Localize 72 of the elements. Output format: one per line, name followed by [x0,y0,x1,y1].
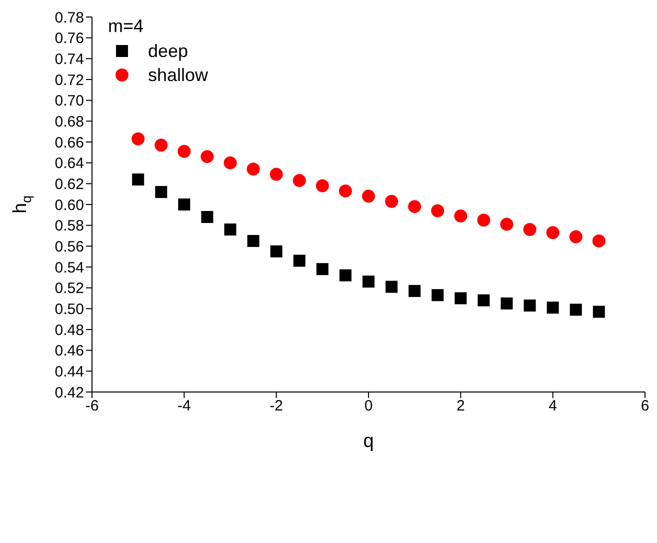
y-tick-label: 0.48 [54,322,84,339]
point [523,223,536,236]
y-tick-label: 0.72 [54,72,84,89]
point [338,184,352,198]
y-tick-label: 0.66 [54,134,84,152]
y-tick-label: 0.70 [54,92,84,110]
point [454,292,467,304]
y-tick-label: 0.78 [54,9,84,26]
point [246,162,260,176]
point [224,156,237,170]
point [569,230,582,244]
point [500,218,514,231]
point [316,263,328,276]
y-tick-label: 0.68 [54,113,84,130]
point [201,211,214,223]
point [431,204,444,218]
point [293,254,306,267]
point [524,300,536,312]
point [362,190,375,203]
point [224,224,236,236]
point [200,150,214,164]
point [592,234,606,248]
legend-label: deep [148,40,188,62]
y-tick-label: 0.50 [54,300,84,318]
point [546,226,560,240]
point [132,132,145,146]
x-tick-label: 4 [548,398,558,415]
point [316,179,329,192]
point [178,198,190,210]
y-tick-label: 0.74 [54,50,84,68]
y-tick-label: 0.44 [54,363,84,380]
legend-title: m=4 [108,16,145,37]
point [339,269,352,282]
y-tick-label: 0.64 [54,155,84,172]
legend-label: shallow [148,64,208,86]
point [155,186,168,198]
y-tick-label: 0.60 [54,196,84,214]
point [546,302,559,314]
y-tick-label: 0.42 [54,384,84,402]
point [154,138,168,152]
point [570,304,582,316]
point [247,234,260,247]
x-tick-label: -6 [85,398,99,415]
point [292,174,306,188]
point [454,209,468,222]
point [270,168,283,181]
point [385,194,398,208]
point [500,297,513,310]
y-tick-label: 0.56 [54,238,84,256]
x-tick-label: 2 [456,398,465,415]
point [478,294,490,306]
point [408,200,422,214]
x-tick-label: -4 [177,398,191,415]
x-tick-label: 0 [364,398,373,415]
x-tick-label: 6 [640,398,650,415]
point [178,144,191,158]
y-tick-label: 0.58 [54,218,84,235]
y-tick-label: 0.62 [54,176,84,193]
y-tick-label: 0.46 [54,342,84,360]
point [408,284,421,297]
x-tick-label: -2 [270,398,284,415]
point [362,276,374,288]
point [592,306,605,318]
x-axis-title: q [363,431,374,452]
point [270,245,282,258]
y-tick-label: 0.76 [54,30,84,48]
y-tick-label: 0.54 [54,259,84,276]
point [132,174,144,186]
point [477,214,490,227]
point [432,289,444,302]
y-tick-label: 0.52 [54,280,84,298]
point [386,280,398,293]
